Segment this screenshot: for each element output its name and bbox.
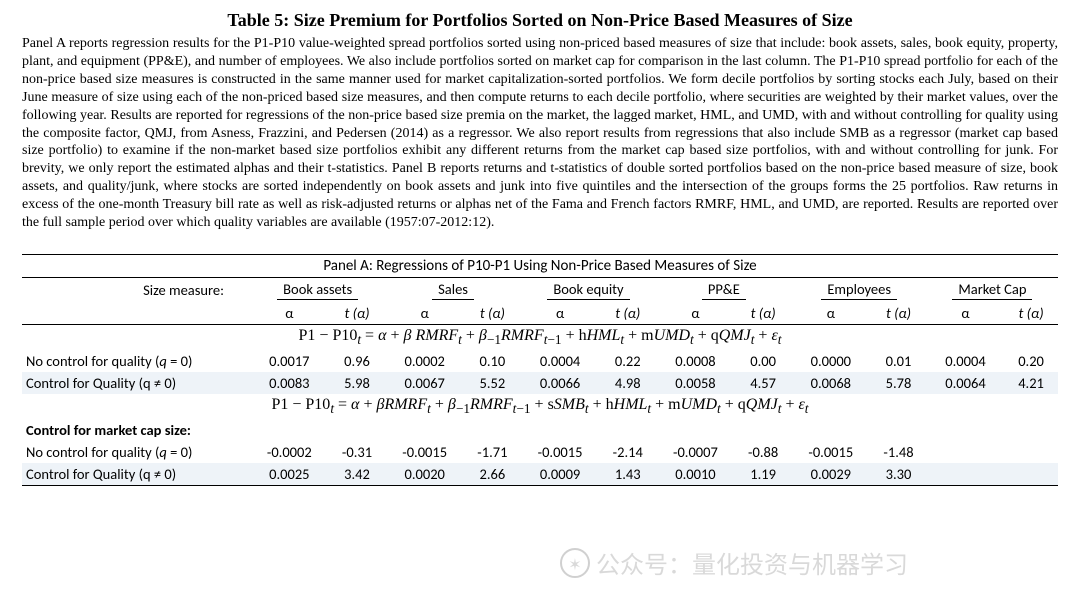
block2-cell: -1.71 — [464, 441, 521, 463]
block2-cell: -0.0015 — [385, 441, 464, 463]
block2-title-row: Control for market cap size: — [22, 419, 1058, 441]
block1-row-label: Control for Quality (q ≠ 0) — [22, 372, 250, 394]
block1-cell: 0.01 — [870, 350, 927, 372]
block1-cell: 0.0000 — [792, 350, 871, 372]
block1-row: Control for Quality (q ≠ 0)0.00835.980.0… — [22, 372, 1058, 394]
subhead-t: t (α) — [329, 302, 386, 325]
block2-row-label: No control for quality (q = 0) — [22, 441, 250, 463]
block1-cell: 4.21 — [1004, 372, 1058, 394]
block2-cell: -0.0015 — [521, 441, 600, 463]
block2-cell: -0.0007 — [656, 441, 735, 463]
block1-cell: 0.20 — [1004, 350, 1058, 372]
page-container: Table 5: Size Premium for Portfolios Sor… — [0, 0, 1080, 504]
block1-cell: 0.0083 — [250, 372, 329, 394]
block2-cell: 3.30 — [870, 463, 927, 486]
block2-cell: -0.31 — [329, 441, 386, 463]
block2-cell: 0.0020 — [385, 463, 464, 486]
block1-cell: 0.96 — [329, 350, 386, 372]
table-caption: Panel A reports regression results for t… — [22, 35, 1058, 232]
block2-cell: 1.43 — [599, 463, 656, 486]
block2-cell: -0.0002 — [250, 441, 329, 463]
block1-cell: 4.98 — [599, 372, 656, 394]
col-employees: Employees — [792, 278, 927, 302]
block2-cell — [1004, 441, 1058, 463]
header-row-alpha-t: αt (α) αt (α) αt (α) αt (α) αt (α) αt (α… — [22, 302, 1058, 325]
block2-cell — [927, 441, 1004, 463]
block1-cell: 4.57 — [735, 372, 792, 394]
regression-formula-2: P1 − P10t = α + βRMRFt + β−1RMRFt−1 + sS… — [22, 394, 1058, 419]
block2-cell: 0.0010 — [656, 463, 735, 486]
block2-cell: 3.42 — [329, 463, 386, 486]
panel-a-title: Panel A: Regressions of P10-P1 Using Non… — [22, 255, 1058, 278]
block1-cell: 0.0004 — [521, 350, 600, 372]
col-book-assets: Book assets — [250, 278, 385, 302]
watermark-text: 公众号：量化投资与机器学习 — [596, 545, 908, 580]
block2-cell: 1.19 — [735, 463, 792, 486]
block1-row: No control for quality (q = 0)0.00170.96… — [22, 350, 1058, 372]
block1-cell: 0.0017 — [250, 350, 329, 372]
block1-cell: 5.98 — [329, 372, 386, 394]
table-title: Table 5: Size Premium for Portfolios Sor… — [22, 10, 1058, 31]
block1-row-label: No control for quality (q = 0) — [22, 350, 250, 372]
block2-cell: 0.0029 — [792, 463, 871, 486]
col-sales: Sales — [385, 278, 520, 302]
block2-row: Control for Quality (q ≠ 0)0.00253.420.0… — [22, 463, 1058, 486]
block2-cell — [1004, 463, 1058, 486]
header-row-measures: Size measure: Book assets Sales Book equ… — [22, 278, 1058, 302]
block1-cell: 0.0068 — [792, 372, 871, 394]
block1-cell: 0.0064 — [927, 372, 1004, 394]
block2-cell: 0.0009 — [521, 463, 600, 486]
block1-cell: 0.0066 — [521, 372, 600, 394]
col-market-cap: Market Cap — [927, 278, 1058, 302]
block1-cell: 0.00 — [735, 350, 792, 372]
block1-cell: 0.22 — [599, 350, 656, 372]
block1-cell: 0.0004 — [927, 350, 1004, 372]
size-measure-label: Size measure: — [22, 278, 250, 302]
control-market-cap-label: Control for market cap size: — [22, 419, 250, 441]
wechat-icon: ✶ — [560, 548, 590, 578]
block1-cell: 0.0002 — [385, 350, 464, 372]
block1-cell: 0.0058 — [656, 372, 735, 394]
block2-cell: -0.88 — [735, 441, 792, 463]
block2-cell: 0.0025 — [250, 463, 329, 486]
block2-cell: -1.48 — [870, 441, 927, 463]
block2-row-label: Control for Quality (q ≠ 0) — [22, 463, 250, 486]
block1-cell: 0.0067 — [385, 372, 464, 394]
block1-cell: 5.52 — [464, 372, 521, 394]
watermark: ✶ 公众号：量化投资与机器学习 — [560, 545, 908, 580]
block2-cell: 2.66 — [464, 463, 521, 486]
block1-cell: 5.78 — [870, 372, 927, 394]
block2-row: No control for quality (q = 0)-0.0002-0.… — [22, 441, 1058, 463]
subhead-alpha: α — [250, 302, 329, 325]
block1-cell: 0.0008 — [656, 350, 735, 372]
col-ppe: PP&E — [656, 278, 791, 302]
block2-rows: No control for quality (q = 0)-0.0002-0.… — [22, 441, 1058, 486]
block2-cell: -0.0015 — [792, 441, 871, 463]
regression-formula-1: P1 − P10t = α + β RMRFt + β−1RMRFt−1 + h… — [22, 325, 1058, 350]
block2-cell: -2.14 — [599, 441, 656, 463]
block1-rows: No control for quality (q = 0)0.00170.96… — [22, 350, 1058, 394]
block2-cell — [927, 463, 1004, 486]
col-book-equity: Book equity — [521, 278, 656, 302]
block1-cell: 0.10 — [464, 350, 521, 372]
panel-a-table: Panel A: Regressions of P10-P1 Using Non… — [22, 254, 1058, 486]
